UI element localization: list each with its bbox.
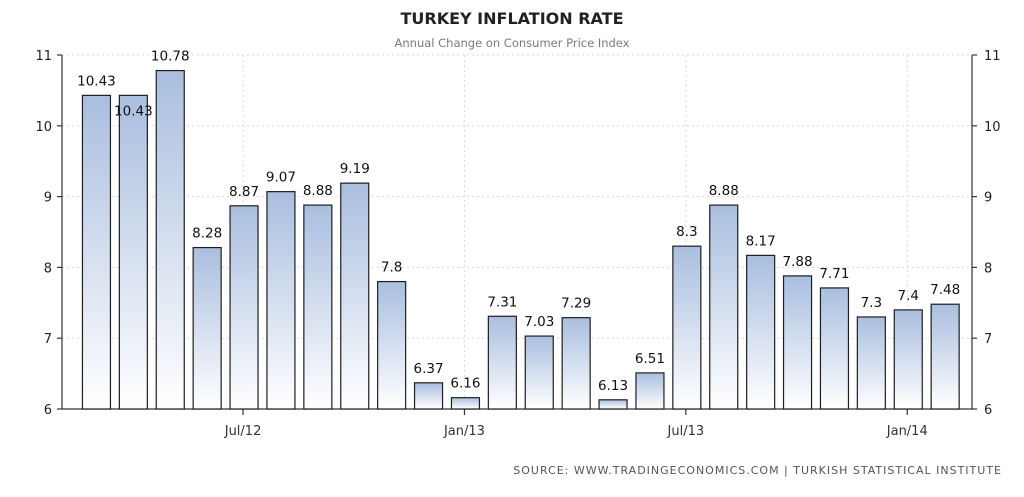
bar [856,316,886,410]
data-label: 8.88 [709,183,739,199]
bar [524,335,554,410]
bar [782,275,813,410]
data-label: 8.88 [303,183,333,199]
y-tick-label-left: 6 [44,403,52,418]
data-label: 10.78 [151,49,190,65]
data-label: 7.8 [381,260,402,276]
data-label: 10.43 [114,103,153,119]
bar [303,204,333,410]
data-label: 8.87 [229,184,259,200]
y-tick-label-right: 9 [984,191,992,206]
bar [709,204,739,410]
bar [598,399,628,410]
data-label: 6.13 [598,378,628,394]
bar [340,182,370,410]
data-label: 6.51 [635,351,665,367]
bar [413,382,444,410]
x-tick-label: Jul/13 [667,424,705,439]
bar [930,303,960,410]
bar [266,191,296,410]
y-tick-label-right: 10 [984,120,1001,135]
tick-layer: 6 6 7 7 8 8 9 9 10 10 11 11 Jul/12 Jan/13 Jul/13 Jan/14 [35,49,1000,439]
bar [229,205,259,410]
bar [893,309,923,410]
bar [635,372,665,410]
bar [118,94,148,410]
y-tick-label-left: 11 [35,49,52,64]
y-tick-label-left: 10 [35,120,52,135]
bar-layer [81,69,960,410]
bar [746,254,776,410]
data-label: 8.28 [192,226,222,242]
data-label: 7.03 [524,314,554,330]
bar [81,94,112,410]
bar [377,280,407,410]
x-tick-label: Jan/13 [443,424,485,439]
data-label: 8.17 [746,233,776,249]
bar [450,397,481,410]
data-label: 7.48 [930,282,960,298]
data-label: 8.3 [676,224,697,240]
bar [561,317,591,410]
x-tick-label: Jan/14 [886,424,928,439]
y-tick-label-left: 8 [44,261,52,276]
chart-subtitle: Annual Change on Consumer Price Index [395,36,630,50]
chart-title: TURKEY INFLATION RATE [400,9,623,28]
data-label-layer: 10.43 10.43 10.78 8.28 8.87 9.07 8.88 9.19 7.8 6.… [77,49,960,394]
data-label: 7.31 [487,294,517,310]
data-label: 7.88 [783,254,813,270]
y-tick-label-right: 8 [984,261,992,276]
data-label: 10.43 [77,73,116,89]
data-label: 7.71 [819,266,849,282]
data-label: 7.29 [561,296,591,312]
y-tick-label-right: 6 [984,403,992,418]
bar [155,69,185,410]
bar [672,245,702,410]
data-label: 6.37 [414,361,444,377]
bar [192,246,222,410]
data-label: 7.3 [861,295,882,311]
data-label: 6.16 [450,376,480,392]
y-tick-label-right: 11 [984,49,1001,64]
data-label: 9.07 [266,170,296,186]
y-tick-label-left: 9 [44,191,52,206]
bar [819,287,850,410]
x-tick-label: Jul/12 [224,424,262,439]
y-tick-label-right: 7 [984,332,992,347]
data-label: 9.19 [340,161,370,177]
source-note: SOURCE: WWW.TRADINGECONOMICS.COM | TURKI… [513,464,1002,477]
data-label: 7.4 [898,288,919,304]
y-tick-label-left: 7 [44,332,52,347]
bar [487,315,517,410]
